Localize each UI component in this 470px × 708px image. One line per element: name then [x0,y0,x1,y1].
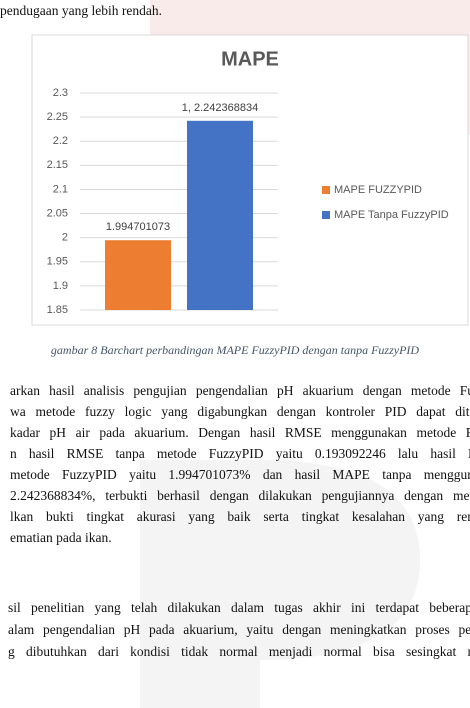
value-label: 1.994701073 [105,221,171,234]
y-tick-label: 2.1 [53,183,68,195]
text-line: n hasil RMSE tanpa metode FuzzyPID yaitu… [10,446,470,461]
text-line: lkan bukti tingkat akurasi yang baik ser… [10,509,470,524]
figure-caption: gambar 8 Barchart perbandingan MAPE Fuzz… [50,343,420,357]
text-line: alam pengendalian pH pada akuarium, yait… [8,622,470,637]
text-line: ematian pada ikan. [10,530,112,545]
text-line: arkan hasil analisis pengujian pengendal… [10,383,470,398]
y-tick-label: 2 [62,232,68,244]
chart: MAPE 1.85 1.9 1.95 2 2.05 2.1 2.15 2.2 2.25 2.3 MA… [31,34,469,326]
text-line: kadar pH air pada akuarium. Dengan hasil… [10,425,470,440]
text-line: sil penelitian yang telah dilakukan dala… [8,600,470,615]
legend-swatch [322,186,330,194]
text-line: metode FuzzyPID yaitu 1.994701073% dan h… [10,467,470,482]
legend-label: MAPE Tanpa FuzzyPID [334,209,449,221]
legend-label: MAPE FUZZYPID [334,184,422,196]
legend-swatch [322,211,330,219]
bar [187,120,253,310]
bar [105,240,171,310]
y-tick-label: 1.95 [47,256,68,268]
text-line: wa metode fuzzy logic yang digabungkan d… [10,404,470,419]
y-tick-label: 2.3 [53,87,68,99]
text-line: 2.242368834%, terbukti berhasil dengan d… [10,488,470,503]
chart-title: MAPE [221,48,279,70]
y-tick-label: 2.25 [47,111,68,123]
y-tick-label: 1.85 [47,304,68,316]
y-tick-label: 2.2 [53,135,68,147]
y-tick-label: 1.9 [53,280,68,292]
value-label: 1, 2.242368834 [181,101,259,114]
text-line: g dibutuhkan dari kondisi tidak normal m… [8,644,470,659]
y-tick-label: 2.05 [47,207,68,219]
header-text: pendugaan yang lebih rendah. [0,3,162,18]
y-tick-label: 2.15 [47,159,68,171]
